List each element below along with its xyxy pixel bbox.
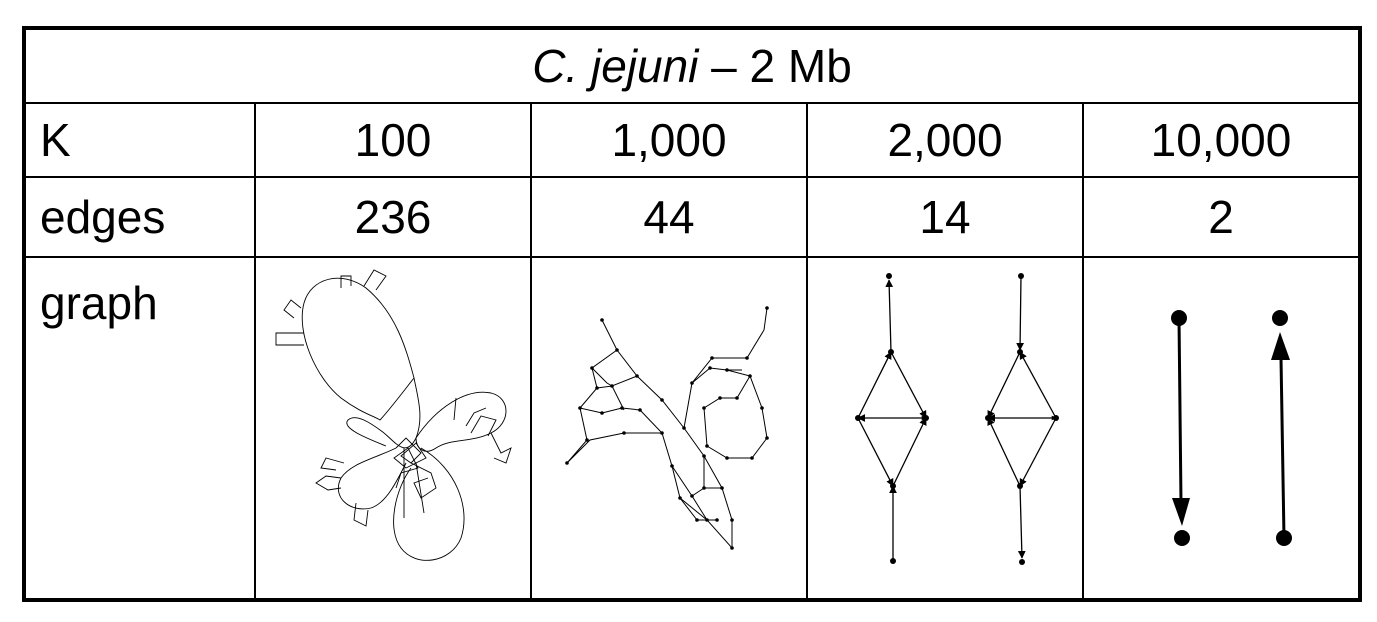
graph-spur: [315, 457, 369, 527]
table-row-graph: graph: [23, 256, 1361, 601]
title-suffix: – 2 Mb: [698, 40, 852, 92]
graph-spur: [275, 269, 387, 346]
title-species: C. jejuni: [532, 40, 699, 92]
graph-loop: [337, 447, 407, 510]
graph-spur: [453, 397, 512, 464]
graph-edges: [566, 307, 768, 550]
edge-value: 236: [254, 176, 532, 258]
graph-arrow-down: [1171, 310, 1190, 546]
k-value: 2,000: [806, 102, 1084, 178]
k-value: 1,000: [530, 102, 808, 178]
graph-k2000: [855, 273, 1059, 565]
graph-arrow-up: [1271, 310, 1292, 546]
edge-value: 14: [806, 176, 1084, 258]
graph-tangle: [393, 437, 437, 518]
graph-loop: [301, 277, 415, 421]
graph-k1000: [565, 306, 769, 550]
row-label-k: K: [23, 102, 256, 178]
graph-k10000: [1171, 310, 1292, 546]
edge-value: 44: [530, 176, 808, 258]
graph-k100: [275, 269, 512, 561]
graph-component-right: [985, 273, 1059, 565]
table-container: C. jejuni – 2 Mb K 100 1,000 2,000 10,00…: [22, 26, 1362, 602]
table-row-k: K 100 1,000 2,000 10,000: [23, 102, 1361, 178]
graph-cell-k100: [254, 256, 532, 601]
graph-cell-k2000: [806, 256, 1084, 601]
graph-nodes: [565, 306, 769, 550]
graph-loop: [393, 447, 465, 561]
graph-cell-k1000: [530, 256, 808, 601]
k-value: 100: [254, 102, 532, 178]
edge-value: 2: [1082, 176, 1361, 258]
graph-loop: [415, 391, 507, 452]
graph-cell-k10000: [1082, 256, 1361, 601]
graph-component-left: [855, 273, 929, 564]
row-label-edges: edges: [23, 176, 256, 258]
graph-loop: [346, 417, 387, 447]
graph-loop: [383, 377, 421, 449]
kmer-graph-table: C. jejuni – 2 Mb K 100 1,000 2,000 10,00…: [22, 26, 1362, 602]
row-label-graph: graph: [23, 256, 256, 601]
table-row-edges: edges 236 44 14 2: [23, 176, 1361, 258]
k-value: 10,000: [1082, 102, 1361, 178]
table-title: C. jejuni – 2 Mb: [23, 27, 1361, 104]
